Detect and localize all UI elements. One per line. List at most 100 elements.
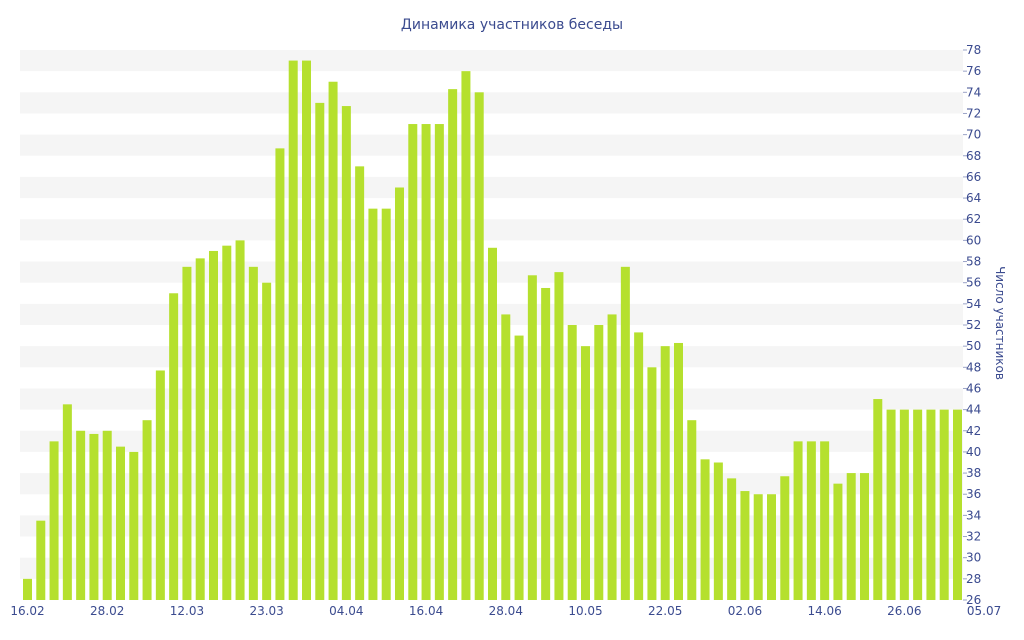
y-tick-label: 36 (966, 487, 981, 501)
grid-band (20, 50, 963, 72)
bar (873, 399, 883, 600)
y-tick-label: 30 (966, 551, 981, 565)
bar (939, 409, 949, 600)
bar (926, 409, 936, 600)
y-tick-label: 78 (966, 43, 981, 57)
bar (248, 266, 258, 600)
bar (806, 441, 816, 600)
y-tick-label: 72 (966, 106, 981, 120)
x-tick-label: 28.02 (90, 604, 124, 618)
y-tick-label: 54 (966, 297, 981, 311)
bar (129, 451, 139, 600)
bar (793, 441, 803, 600)
bar (76, 430, 86, 600)
x-tick-label: 23.03 (249, 604, 283, 618)
bar (501, 314, 511, 600)
x-tick-label: 10.05 (568, 604, 602, 618)
bar (116, 446, 125, 600)
bar (142, 420, 152, 600)
y-tick-label: 70 (966, 128, 981, 142)
bar (567, 325, 577, 600)
y-tick-label: 34 (966, 508, 981, 522)
bar (195, 258, 205, 600)
chart-title: Динамика участников беседы (401, 17, 623, 33)
x-tick-label: 26.06 (887, 604, 921, 618)
bar (448, 89, 458, 600)
bar (780, 476, 790, 600)
y-tick-label: 56 (966, 276, 981, 290)
y-tick-label: 26 (966, 593, 981, 607)
bar (753, 494, 763, 600)
y-tick-label: 68 (966, 149, 981, 163)
bar (634, 332, 644, 600)
bar (368, 208, 378, 600)
y-tick-label: 66 (966, 170, 981, 184)
bar (434, 124, 444, 600)
bar (49, 441, 59, 600)
y-tick-label: 46 (966, 381, 981, 395)
bar (275, 148, 285, 600)
bar (820, 441, 830, 600)
bar (886, 409, 896, 600)
bar (727, 478, 737, 600)
bar (235, 240, 245, 600)
y-tick-label: 52 (966, 318, 981, 332)
y-tick-label: 38 (966, 466, 981, 480)
bar (421, 124, 431, 600)
bar (527, 275, 537, 600)
x-tick-label: 22.05 (648, 604, 682, 618)
bar (860, 473, 869, 600)
bar (594, 325, 604, 600)
bar (833, 483, 843, 600)
grid-band (20, 134, 963, 156)
bar (461, 71, 471, 600)
bar (554, 272, 564, 600)
bar (488, 247, 497, 601)
bar (620, 266, 630, 600)
bar (700, 459, 710, 600)
bar (341, 106, 351, 600)
bar (674, 342, 683, 600)
x-tick-label: 16.04 (409, 604, 443, 618)
x-tick-label: 04.04 (329, 604, 363, 618)
x-tick-label: 28.04 (489, 604, 523, 618)
bars (23, 60, 962, 601)
x-tick-label: 16.02 (10, 604, 44, 618)
bar (541, 287, 551, 600)
y-tick-label: 62 (966, 212, 981, 226)
bar (302, 60, 311, 600)
bar (62, 404, 72, 600)
y-tick-label: 48 (966, 360, 981, 374)
x-axis-ticks: 16.02 28.02 12.03 23.03 04.04 16.04 28.04 10.05… (10, 604, 1001, 618)
bar (355, 166, 365, 600)
x-tick-label: 02.06 (728, 604, 762, 618)
bar (647, 367, 657, 600)
bar (687, 420, 697, 600)
bar (36, 520, 46, 600)
bar (581, 346, 590, 600)
bar (474, 92, 484, 600)
bar (740, 491, 750, 600)
y-tick-label: 32 (966, 530, 981, 544)
bar (953, 409, 962, 600)
bar (408, 124, 418, 600)
y-tick-label: 60 (966, 233, 981, 247)
grid-band (20, 92, 963, 114)
y-tick-label: 74 (966, 85, 981, 99)
grid-band (20, 219, 963, 241)
bar (209, 250, 218, 600)
bar (102, 430, 112, 600)
bar (328, 81, 338, 601)
bar (222, 245, 232, 601)
y-tick-label: 64 (966, 191, 981, 205)
bar (846, 473, 856, 600)
y-tick-label: 42 (966, 424, 981, 438)
y-tick-label: 28 (966, 572, 981, 586)
bar (315, 102, 325, 600)
bar (169, 293, 179, 600)
x-tick-label: 12.03 (170, 604, 204, 618)
y-tick-label: 40 (966, 445, 981, 459)
y-tick-label: 50 (966, 339, 981, 353)
